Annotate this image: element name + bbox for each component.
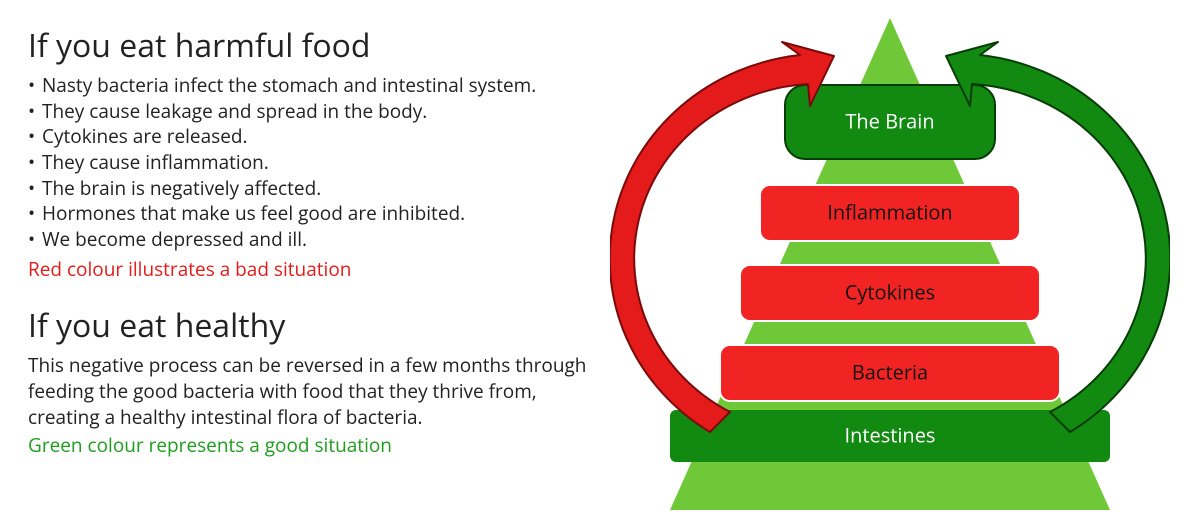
text-column: If you eat harmful food Nasty bacteria i… [0,0,610,531]
pyramid-diagram: The Brain Inflammation Cytokines Bacteria In… [610,0,1200,531]
harmful-bullet: They cause leakage and spread in the bod… [28,99,594,125]
level-label-brain: The Brain [845,107,934,134]
level-label-inflammation: Inflammation [827,198,952,225]
harmful-bullet: We become depressed and ill. [28,227,594,253]
harmful-bullet: Hormones that make us feel good are inhi… [28,201,594,227]
level-label-bacteria: Bacteria [852,358,928,385]
harmful-bullet: Cytokines are released. [28,124,594,150]
healthy-paragraph: This negative process can be reversed in… [28,353,594,430]
harmful-bullet-list: Nasty bacteria infect the stomach and in… [28,73,594,252]
harmful-bullet: Nasty bacteria infect the stomach and in… [28,73,594,99]
diagram-svg: The Brain Inflammation Cytokines Bacteria In… [610,0,1170,531]
level-label-intestines: Intestines [845,421,936,448]
harmful-heading: If you eat harmful food [28,24,594,67]
red-legend-note: Red colour illustrates a bad situation [28,256,594,282]
harmful-bullet: The brain is negatively affected. [28,176,594,202]
green-legend-note: Green colour represents a good situation [28,432,594,458]
level-label-cytokines: Cytokines [845,278,935,305]
healthy-heading: If you eat healthy [28,304,594,347]
harmful-bullet: They cause inflammation. [28,150,594,176]
